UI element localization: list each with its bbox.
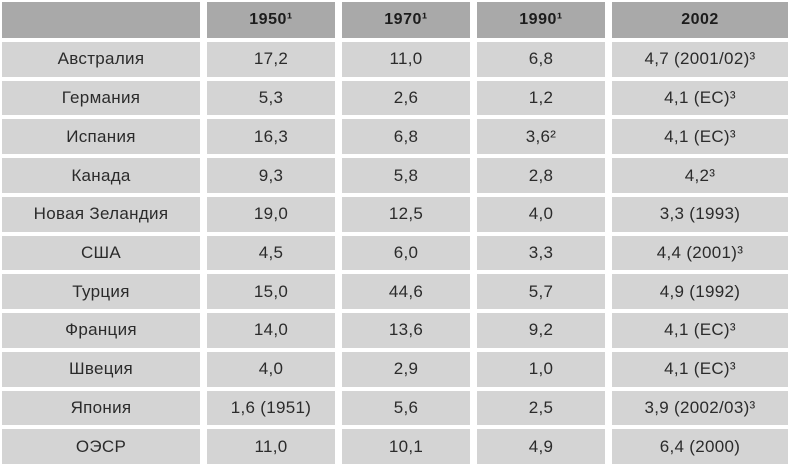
row-label: США (2, 235, 200, 271)
data-cell: 12,5 (342, 196, 470, 232)
data-cell: 3,3 (1993) (612, 196, 788, 232)
data-cell: 4,0 (477, 196, 605, 232)
header-cell-country (2, 2, 200, 38)
data-cell: 5,8 (342, 158, 470, 193)
data-cell: 1,2 (477, 80, 605, 116)
data-cell: 6,8 (342, 119, 470, 155)
data-cell: 4,9 (1992) (612, 274, 788, 310)
data-cell: 4,5 (207, 235, 335, 271)
data-cell: 1,0 (477, 351, 605, 387)
data-cell: 9,3 (207, 158, 335, 193)
data-cell: 6,4 (2000) (612, 429, 788, 464)
data-cell: 4,4 (2001)³ (612, 235, 788, 271)
data-cell: 3,9 (2002/03)³ (612, 390, 788, 426)
data-cell: 5,6 (342, 390, 470, 426)
data-cell: 2,5 (477, 390, 605, 426)
header-cell-1950: 1950¹ (207, 2, 335, 38)
data-cell: 3,3 (477, 235, 605, 271)
row-label: Канада (2, 158, 200, 193)
data-cell: 9,2 (477, 313, 605, 348)
row-label: Швеция (2, 351, 200, 387)
data-cell: 4,1 (ЕС)³ (612, 351, 788, 387)
data-cell: 5,7 (477, 274, 605, 310)
data-cell: 11,0 (207, 429, 335, 464)
data-cell: 11,0 (342, 42, 470, 77)
data-cell: 44,6 (342, 274, 470, 310)
data-cell: 6,8 (477, 42, 605, 77)
row-label: Германия (2, 80, 200, 116)
row-label: Турция (2, 274, 200, 310)
data-cell: 4,1 (ЕС)³ (612, 80, 788, 116)
data-cell: 4,7 (2001/02)³ (612, 42, 788, 77)
data-cell: 4,1 (ЕС)³ (612, 119, 788, 155)
row-label: Новая Зеландия (2, 196, 200, 232)
data-cell: 17,2 (207, 42, 335, 77)
data-cell: 14,0 (207, 313, 335, 348)
data-cell: 19,0 (207, 196, 335, 232)
data-cell: 4,9 (477, 429, 605, 464)
data-cell: 2,9 (342, 351, 470, 387)
header-cell-2002: 2002 (612, 2, 788, 38)
data-cell: 6,0 (342, 235, 470, 271)
data-cell: 4,2³ (612, 158, 788, 193)
row-label: Испания (2, 119, 200, 155)
data-cell: 2,6 (342, 80, 470, 116)
data-cell: 5,3 (207, 80, 335, 116)
row-label: Франция (2, 313, 200, 348)
data-cell: 3,6² (477, 119, 605, 155)
data-cell: 4,0 (207, 351, 335, 387)
data-cell: 1,6 (1951) (207, 390, 335, 426)
row-label: Австралия (2, 42, 200, 77)
header-cell-1990: 1990¹ (477, 2, 605, 38)
data-cell: 2,8 (477, 158, 605, 193)
header-cell-1970: 1970¹ (342, 2, 470, 38)
row-label: ОЭСР (2, 429, 200, 464)
data-cell: 10,1 (342, 429, 470, 464)
data-cell: 15,0 (207, 274, 335, 310)
data-cell: 16,3 (207, 119, 335, 155)
data-cell: 4,1 (ЕС)³ (612, 313, 788, 348)
row-label: Япония (2, 390, 200, 426)
data-cell: 13,6 (342, 313, 470, 348)
